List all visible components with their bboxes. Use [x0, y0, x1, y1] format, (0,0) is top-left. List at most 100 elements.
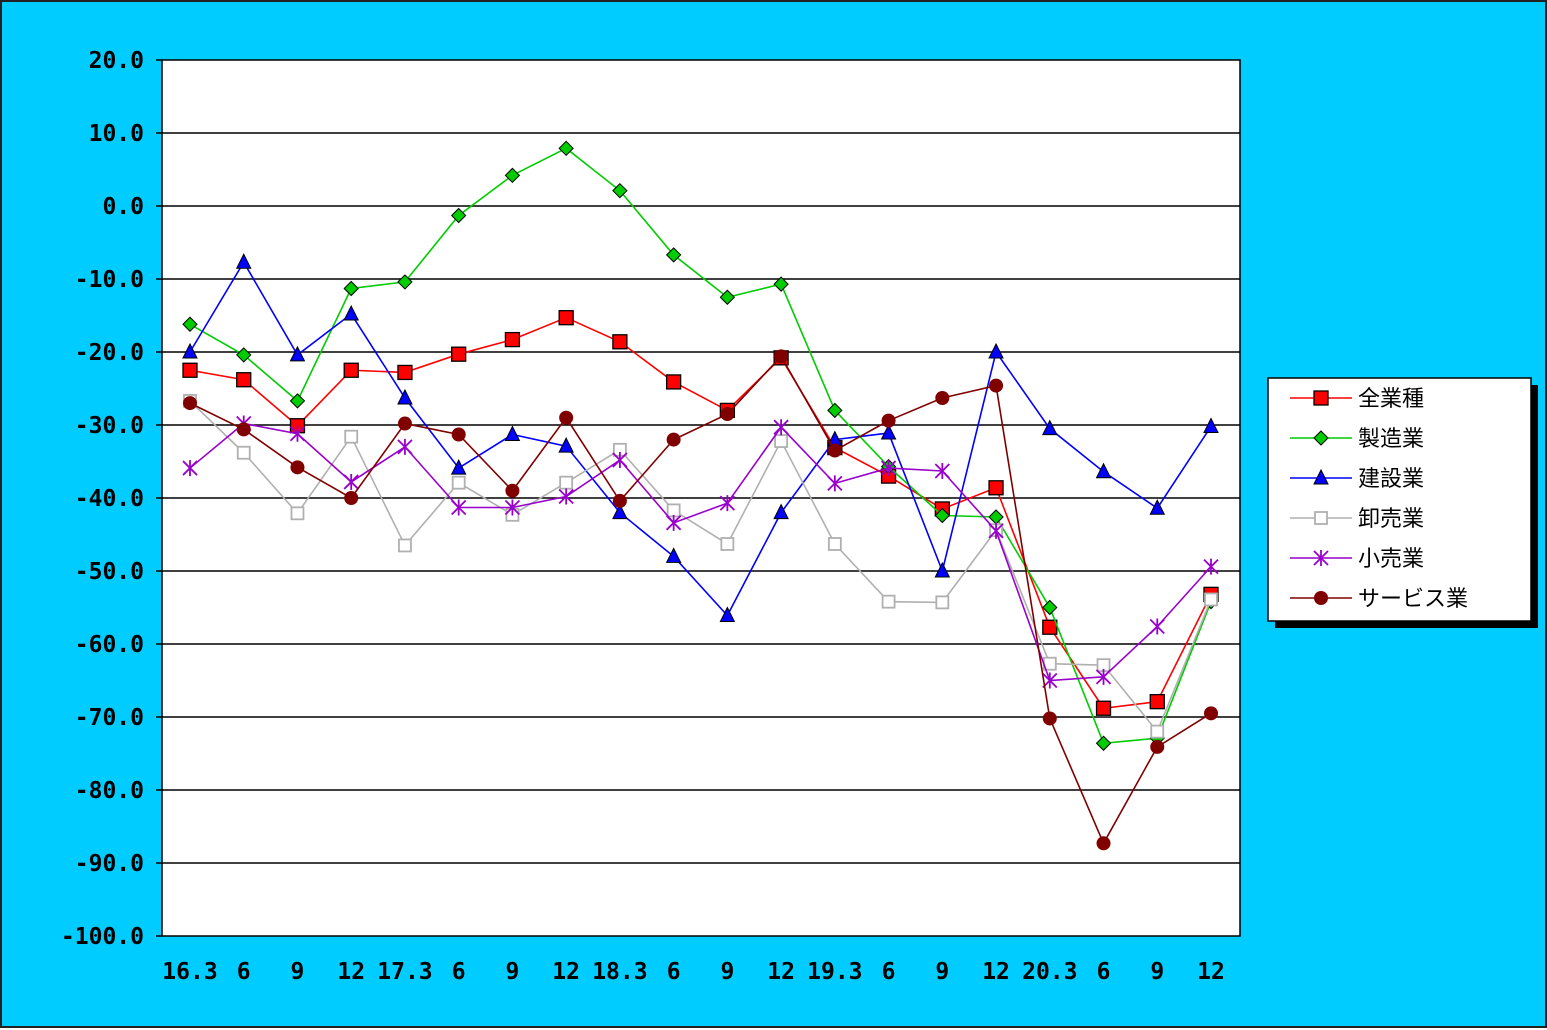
data-point — [559, 475, 574, 490]
x-tick-label: 6 — [882, 959, 896, 985]
x-tick-label: 9 — [505, 959, 519, 985]
x-axis-ticks: 16.3 6 9 12 17.3 6 9 12 18.3 6 9 12 19.3 6 9 12 20.3 6 9 12 — [162, 959, 1225, 985]
y-tick-label: -40.0 — [75, 486, 144, 512]
x-tick-label: 16.3 — [162, 959, 217, 985]
data-point — [182, 362, 198, 378]
data-point — [1095, 735, 1112, 751]
data-point — [1203, 417, 1219, 433]
data-point — [1150, 739, 1165, 754]
data-point — [774, 349, 789, 364]
data-point — [665, 547, 682, 563]
x-tick-label: 12 — [337, 959, 365, 985]
x-tick-label: 6 — [452, 959, 466, 985]
data-point — [1095, 700, 1112, 716]
data-point — [1149, 618, 1165, 635]
y-axis-ticks: 20.0 10.0 0.0 -10.0 -20.0 -30.0 -40.0 -50.0 -60.… — [61, 48, 144, 950]
legend-marker — [1313, 430, 1329, 446]
data-point — [881, 413, 896, 428]
data-point — [612, 182, 628, 199]
data-point — [935, 390, 950, 405]
data-point — [504, 331, 521, 348]
x-tick-label: 6 — [667, 959, 681, 985]
series-line — [189, 147, 1212, 745]
data-point — [665, 374, 682, 390]
series-3 — [182, 253, 1219, 623]
y-tick-label: 20.0 — [89, 48, 144, 74]
data-point — [451, 346, 467, 362]
data-point — [719, 289, 736, 305]
data-point — [612, 503, 628, 520]
data-point — [665, 247, 682, 263]
x-tick-label: 18.3 — [592, 959, 647, 985]
x-tick-label: 9 — [720, 959, 734, 985]
data-point — [666, 432, 681, 447]
data-point — [1042, 599, 1058, 616]
data-point — [558, 437, 574, 453]
data-point — [290, 460, 305, 475]
y-tick-label: -20.0 — [75, 340, 144, 366]
data-point — [236, 445, 251, 460]
data-point — [558, 310, 574, 326]
data-point — [559, 410, 574, 425]
y-tick-label: -100.0 — [61, 924, 144, 950]
y-tick-label: 10.0 — [89, 121, 144, 147]
data-point — [343, 362, 359, 378]
x-tick-label: 12 — [1197, 959, 1225, 985]
x-tick-label: 12 — [552, 959, 580, 985]
data-point — [182, 342, 198, 359]
legend-marker — [1314, 511, 1328, 525]
data-point — [397, 388, 413, 405]
data-point — [558, 140, 574, 157]
data-point — [1204, 706, 1218, 721]
y-tick-label: -50.0 — [75, 559, 144, 585]
data-point — [612, 334, 628, 350]
data-point — [397, 364, 413, 381]
data-point — [236, 422, 251, 437]
data-point — [398, 538, 412, 553]
y-tick-label: -10.0 — [75, 267, 144, 293]
data-point — [666, 503, 681, 518]
x-tick-label: 9 — [1150, 959, 1164, 985]
data-point — [450, 458, 467, 475]
data-point — [1096, 836, 1111, 851]
data-point — [934, 462, 950, 479]
legend-label: 製造業 — [1358, 427, 1424, 452]
data-point — [612, 493, 627, 508]
legend-marker — [1313, 390, 1329, 406]
legend-item: 製造業 — [1290, 427, 1424, 452]
legend-box — [1267, 377, 1532, 622]
data-point — [665, 514, 682, 531]
series-line — [189, 422, 1212, 682]
x-tick-label: 9 — [291, 959, 305, 985]
series-line — [189, 316, 1212, 710]
legend-label: 卸売業 — [1358, 507, 1424, 532]
x-tick-label: 6 — [1097, 959, 1111, 985]
data-point — [827, 537, 842, 551]
legend-marker — [1313, 550, 1329, 566]
legend-item: サービス業 — [1290, 587, 1468, 612]
data-point — [827, 402, 843, 419]
legend-item: 卸売業 — [1290, 507, 1424, 532]
y-tick-label: -80.0 — [75, 778, 144, 804]
data-point — [1204, 592, 1218, 607]
data-point — [934, 561, 951, 578]
data-point — [827, 443, 842, 458]
data-point — [880, 460, 897, 477]
data-point — [558, 488, 574, 505]
data-point — [881, 594, 896, 609]
data-point — [236, 347, 252, 363]
data-point — [719, 495, 736, 512]
data-point — [773, 503, 789, 520]
data-point — [344, 491, 359, 505]
x-tick-label: 6 — [237, 959, 251, 985]
data-point — [774, 434, 789, 448]
data-point — [935, 595, 950, 610]
data-point — [235, 253, 252, 269]
data-point — [343, 304, 360, 321]
series-line — [189, 260, 1212, 617]
data-point — [1095, 462, 1112, 479]
data-point — [344, 429, 359, 444]
series-6 — [183, 349, 1218, 851]
